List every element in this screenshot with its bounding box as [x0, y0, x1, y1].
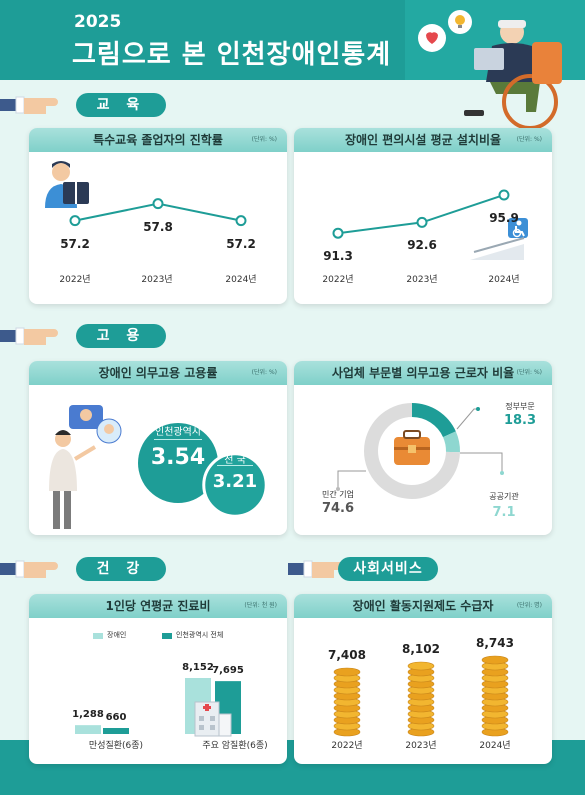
wheelchair-user-illustration [418, 10, 562, 130]
pointing-hand-icon [0, 560, 58, 578]
bar-disabled-chronic [75, 725, 101, 734]
chart-card-activity-support: 장애인 활동지원제도 수급자 (단위: 명) 7,408 8,102 8,743 … [294, 594, 552, 764]
x-tick-label: 2022년 [59, 275, 91, 285]
chart-title: 장애인 편의시설 평균 설치비율 [344, 133, 502, 147]
data-label: 57.8 [143, 219, 173, 234]
slice-label: 민간 기업 [322, 490, 354, 499]
chart-title: 1인당 연평균 진료비 [105, 599, 211, 613]
x-tick-label: 2023년 [405, 741, 437, 751]
data-point [416, 216, 428, 228]
x-tick-label: 2022년 [322, 275, 354, 285]
bubble-national [202, 452, 268, 518]
data-label: 660 [105, 712, 127, 723]
data-label: 7,695 [212, 665, 244, 677]
data-point [332, 227, 344, 239]
slice-value: 74.6 [321, 501, 355, 516]
legend-label: 인천광역시 전체 [176, 631, 224, 639]
reading-student-icon [45, 161, 89, 208]
line-chart-facility [332, 189, 510, 239]
data-label: 8,743 [476, 636, 514, 650]
donut-slice-public [443, 431, 460, 453]
pointing-hand-icon [0, 96, 58, 114]
leader-line [460, 452, 503, 473]
chart-title: 특수교육 졸업자의 진학률 [93, 133, 223, 147]
leader-line [337, 470, 366, 489]
x-tick-label: 만성질환(6종) [88, 741, 144, 751]
coin [333, 667, 361, 677]
chart-unit: (단위: %) [516, 369, 542, 376]
data-label: 8,102 [402, 642, 440, 656]
page-title: 그림으로 본 인천장애인통계 [72, 40, 392, 70]
x-tick-label: 2024년 [479, 741, 511, 751]
data-point [498, 189, 510, 201]
header-banner [0, 0, 585, 80]
coin [481, 655, 509, 665]
chart-title: 사업체 부문별 의무고용 근로자 비율 [331, 366, 515, 380]
chart-unit: (단위: %) [251, 136, 277, 143]
bubble-value: 3.21 [212, 471, 258, 492]
data-label: 1,288 [72, 709, 104, 721]
section-label-social-service: 사회서비스 [338, 557, 438, 581]
header-year: 2025 [74, 12, 122, 32]
x-tick-label: 2023년 [406, 275, 438, 285]
slice-value: 18.3 [503, 413, 537, 428]
chart-card-employment-rate: 장애인 의무고용 고용률 (단위: %) 인천광역시 3.54 전 국 3.21 [29, 361, 287, 535]
line-chart-advancement [69, 198, 247, 227]
bubble-label: 전 국 [224, 455, 246, 466]
data-label: 7,408 [328, 648, 366, 662]
data-label: 92.6 [407, 238, 437, 253]
accessibility-ramp-icon [470, 218, 528, 260]
x-tick-label: 2022년 [331, 741, 363, 751]
x-tick-label: 2024년 [488, 275, 520, 285]
chart-unit: (단위: 명) [516, 602, 542, 609]
x-tick-label: 주요 암질환(6종) [202, 741, 268, 751]
chart-unit: (단위: 천 원) [244, 602, 277, 609]
coin [407, 661, 435, 671]
data-label: 8,152 [182, 662, 214, 673]
slice-label: 공공기관 [489, 492, 519, 501]
donut-slice-government [412, 403, 456, 438]
slice-label: 정부부문 [505, 402, 535, 411]
bar-all-chronic [103, 728, 129, 734]
donut-chart-sector [336, 403, 504, 499]
bubble-chart-employment [138, 423, 268, 518]
legend-swatch [162, 633, 172, 639]
legend-swatch [93, 633, 103, 639]
chart-card-medical-cost: 1인당 연평균 진료비 (단위: 천 원) 장애인 인천광역시 전체 1,288 … [29, 594, 287, 764]
data-label: 57.2 [226, 236, 256, 251]
x-tick-label: 2024년 [225, 275, 257, 285]
data-point [235, 215, 247, 227]
chart-title: 장애인 활동지원제도 수급자 [352, 599, 494, 613]
pointing-hand-icon [0, 327, 58, 345]
slice-value: 7.1 [492, 505, 516, 520]
section-label-employment: 고 용 [76, 324, 166, 348]
presenter-illustration [49, 405, 122, 529]
coin-stack-chart [333, 655, 509, 737]
bubble-label: 인천광역시 [155, 427, 201, 438]
data-point [152, 198, 164, 210]
data-label: 91.3 [323, 249, 353, 264]
chart-card-advancement-rate: 특수교육 졸업자의 진학률 (단위: %) 57.2 57.8 57.2 2022… [29, 128, 287, 304]
chart-unit: (단위: %) [516, 136, 542, 143]
chart-unit: (단위: %) [251, 369, 277, 376]
chart-card-facility-rate: 장애인 편의시설 평균 설치비율 (단위: %) 91.3 92.6 95.9 2… [294, 128, 552, 304]
chart-card-sector-ratio: 사업체 부문별 의무고용 근로자 비율 (단위: %) 정부부문 18.3 공공기… [294, 361, 552, 535]
data-label: 57.2 [60, 236, 90, 251]
section-label-health: 건 강 [76, 557, 166, 581]
bubble-value: 3.54 [150, 445, 206, 470]
section-label-education: 교 육 [76, 93, 166, 117]
pointing-hand-icon [288, 560, 346, 578]
bar-chart-medical-cost [75, 678, 241, 737]
leader-line [456, 408, 478, 430]
x-tick-label: 2023년 [141, 275, 173, 285]
legend-label: 장애인 [107, 631, 127, 639]
data-label: 95.9 [489, 210, 519, 225]
bubble-incheon [138, 423, 218, 503]
chart-title: 장애인 의무고용 고용률 [98, 366, 218, 380]
data-point [69, 215, 81, 227]
hospital-icon [194, 701, 232, 737]
